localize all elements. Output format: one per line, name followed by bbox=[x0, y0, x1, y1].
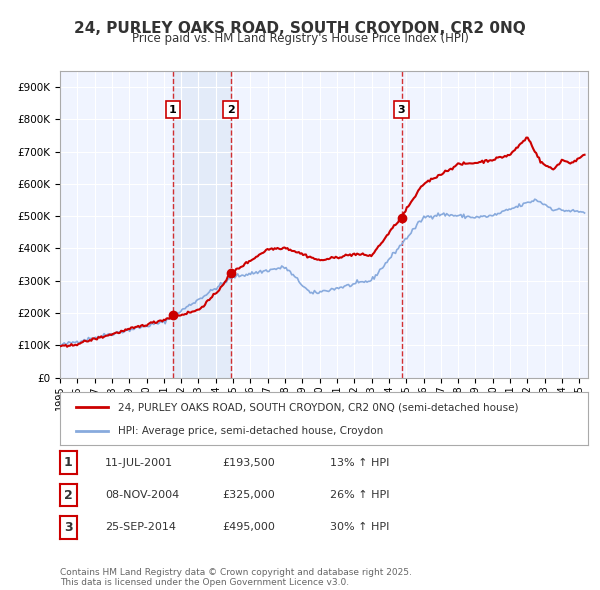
Text: 1: 1 bbox=[169, 104, 177, 114]
Text: £193,500: £193,500 bbox=[222, 458, 275, 467]
Text: 24, PURLEY OAKS ROAD, SOUTH CROYDON, CR2 0NQ: 24, PURLEY OAKS ROAD, SOUTH CROYDON, CR2… bbox=[74, 21, 526, 35]
Text: 26% ↑ HPI: 26% ↑ HPI bbox=[330, 490, 389, 500]
Text: 08-NOV-2004: 08-NOV-2004 bbox=[105, 490, 179, 500]
Text: 2: 2 bbox=[227, 104, 235, 114]
Text: 3: 3 bbox=[398, 104, 406, 114]
Text: 11-JUL-2001: 11-JUL-2001 bbox=[105, 458, 173, 467]
Text: £325,000: £325,000 bbox=[222, 490, 275, 500]
Text: 3: 3 bbox=[64, 521, 73, 534]
Bar bbox=[173, 71, 230, 378]
Text: HPI: Average price, semi-detached house, Croydon: HPI: Average price, semi-detached house,… bbox=[118, 425, 383, 435]
Text: 13% ↑ HPI: 13% ↑ HPI bbox=[330, 458, 389, 467]
Text: £495,000: £495,000 bbox=[222, 523, 275, 532]
Text: 1: 1 bbox=[64, 456, 73, 469]
Text: 25-SEP-2014: 25-SEP-2014 bbox=[105, 523, 176, 532]
Text: Contains HM Land Registry data © Crown copyright and database right 2025.
This d: Contains HM Land Registry data © Crown c… bbox=[60, 568, 412, 587]
Text: 2: 2 bbox=[64, 489, 73, 502]
Text: Price paid vs. HM Land Registry's House Price Index (HPI): Price paid vs. HM Land Registry's House … bbox=[131, 32, 469, 45]
Text: 24, PURLEY OAKS ROAD, SOUTH CROYDON, CR2 0NQ (semi-detached house): 24, PURLEY OAKS ROAD, SOUTH CROYDON, CR2… bbox=[118, 402, 518, 412]
Text: 30% ↑ HPI: 30% ↑ HPI bbox=[330, 523, 389, 532]
